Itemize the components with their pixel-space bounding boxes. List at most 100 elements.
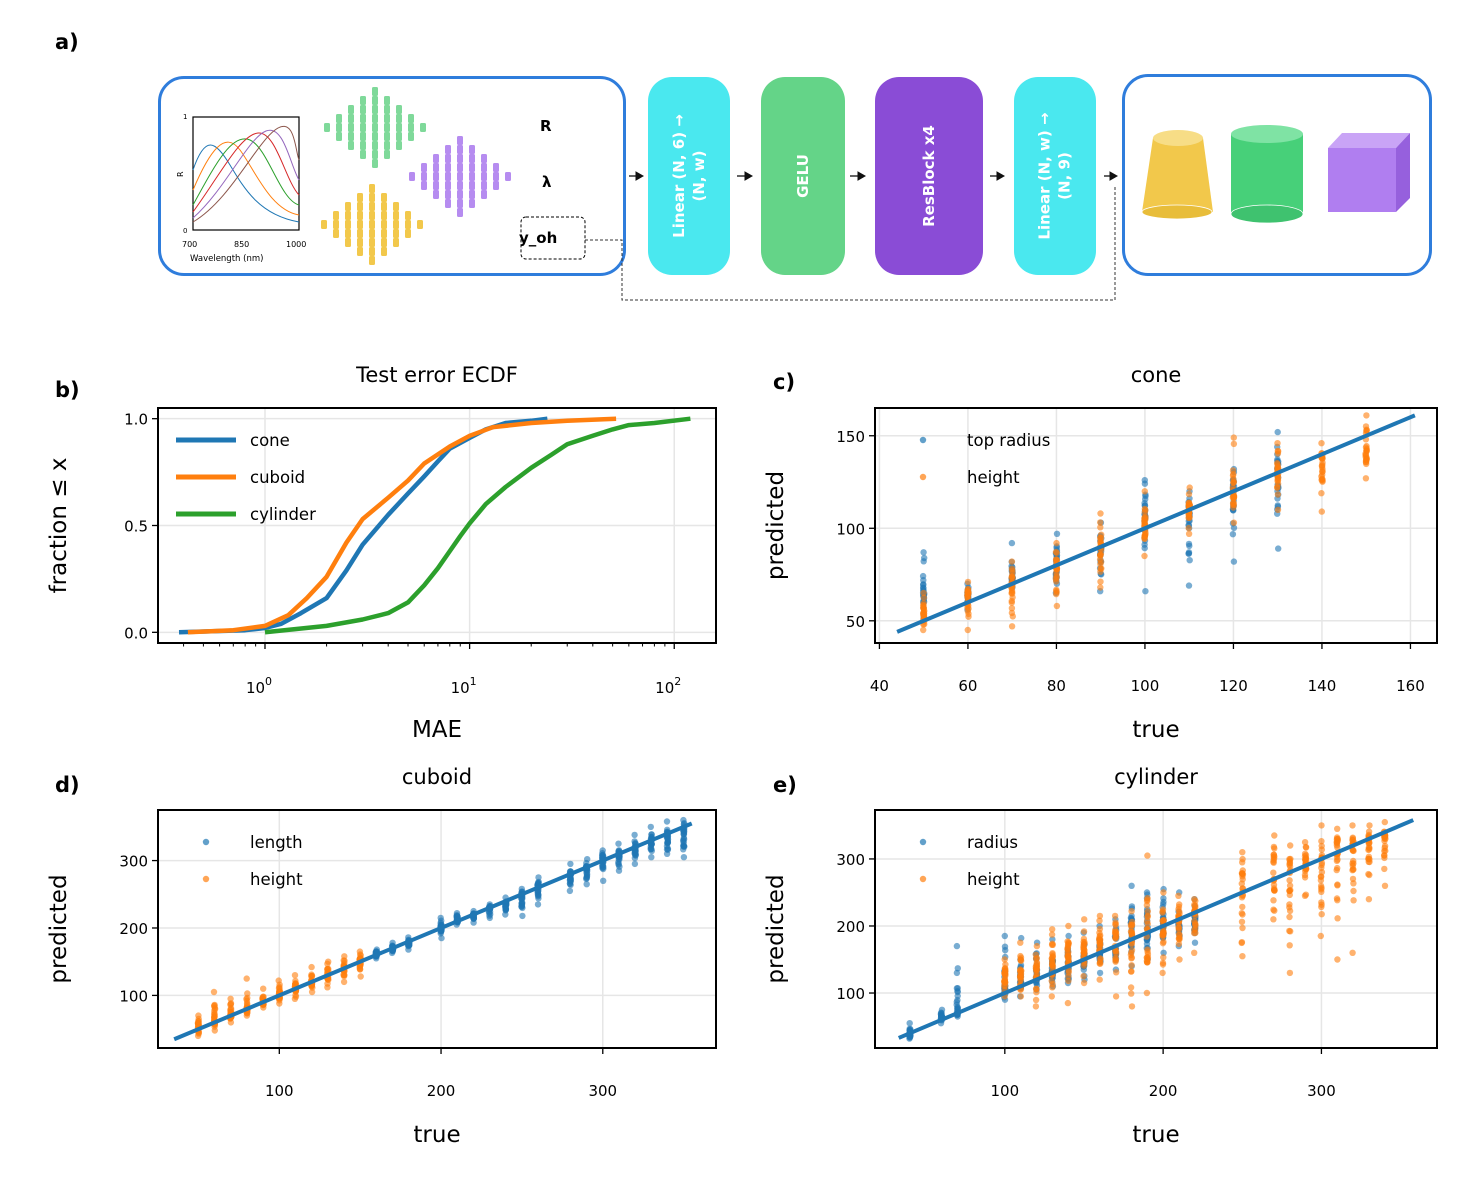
data-point-height	[1286, 901, 1293, 908]
pillar	[469, 181, 475, 190]
data-point-height	[1270, 851, 1278, 858]
x-tick-label: 200	[427, 1082, 456, 1100]
output-frame	[1122, 74, 1432, 276]
data-point-height	[1317, 877, 1325, 884]
data-point-height	[920, 589, 927, 597]
mini-plot-xtick-1000: 1000	[286, 240, 306, 249]
data-point-height	[1144, 956, 1152, 963]
data-point-height	[1349, 835, 1357, 842]
data-point-length	[567, 875, 574, 883]
data-point-height	[1230, 479, 1237, 487]
x-tick-label: 200	[1149, 1082, 1178, 1100]
pillar	[505, 172, 511, 181]
x-tick-label: 100	[1131, 677, 1160, 695]
data-point-height	[1175, 940, 1183, 947]
y-tick-label: 1.0	[124, 411, 148, 429]
data-point-height	[1159, 961, 1167, 968]
plot-area	[897, 818, 1415, 1042]
panel-label-a: a)	[55, 30, 79, 54]
pillar	[357, 202, 363, 211]
legend: top radius height	[919, 431, 1050, 487]
data-point-height	[1185, 530, 1193, 537]
x-axis-label: MAE	[412, 717, 462, 743]
pillar	[433, 181, 439, 190]
data-point-height	[1160, 938, 1167, 946]
data-point-height	[1112, 958, 1119, 965]
legend-swatch-length	[202, 838, 210, 846]
data-point-radius	[954, 988, 961, 996]
pillar	[396, 105, 402, 114]
data-point-height	[1017, 957, 1025, 964]
pillar	[457, 145, 463, 154]
data-point-height	[1053, 602, 1061, 610]
pillar	[393, 238, 399, 247]
data-point-height	[1128, 968, 1135, 975]
identity-line	[897, 818, 1415, 1040]
data-point-length	[632, 852, 639, 859]
data-point-height	[1001, 969, 1008, 976]
pillar	[405, 229, 411, 238]
pillar	[384, 96, 390, 105]
pillar	[421, 181, 427, 190]
data-point-height	[1286, 882, 1294, 889]
data-point-height	[1365, 896, 1373, 903]
data-point-height	[1271, 907, 1278, 914]
data-point-height	[1053, 587, 1060, 595]
data-point-height	[1239, 953, 1246, 960]
data-point-height	[1113, 969, 1120, 976]
pillar	[336, 123, 342, 132]
data-point-top-radius	[1141, 480, 1149, 487]
data-point-height	[1141, 552, 1148, 560]
data-point-height	[1053, 549, 1060, 556]
data-point-height	[1186, 484, 1193, 491]
data-point-height	[1363, 412, 1370, 419]
data-point-height	[1239, 873, 1246, 880]
data-point-height	[1128, 955, 1135, 962]
axes-frame	[874, 407, 1438, 644]
data-point-height	[1230, 494, 1238, 501]
pillar	[381, 247, 387, 256]
pillar	[333, 220, 339, 229]
input-label-lambda: λ	[542, 173, 552, 191]
data-point-height	[1052, 575, 1060, 583]
data-point-height	[1033, 955, 1041, 962]
chart-test-error-ecdf: 100 101 102 0.0 0.5 1.0 Test error ECDF MAE frac…	[46, 363, 717, 743]
pillar	[369, 202, 375, 211]
data-point-height	[1229, 472, 1237, 479]
data-point-height	[1365, 846, 1372, 854]
data-point-height	[1128, 921, 1136, 929]
data-point-height	[1334, 915, 1341, 922]
data-point-height	[1365, 858, 1372, 865]
pillar	[405, 211, 411, 220]
x-tick-label: 60	[958, 677, 977, 695]
y-tick-label: 300	[836, 851, 865, 869]
data-point-height	[1334, 825, 1341, 832]
pillar	[457, 181, 463, 190]
data-point-height	[1081, 950, 1088, 957]
data-point-height	[1318, 440, 1325, 447]
x-tick-label: 100	[990, 1082, 1019, 1100]
data-point-length	[647, 823, 654, 831]
data-point-height	[1175, 931, 1183, 938]
data-point-height	[1319, 476, 1326, 483]
data-point-height	[1349, 949, 1356, 956]
pillar	[493, 172, 499, 181]
x-tick-label: 80	[1047, 677, 1066, 695]
data-point-height	[1112, 993, 1120, 1000]
data-point-height	[1270, 843, 1278, 851]
pillar	[421, 172, 427, 181]
data-point-height	[260, 985, 267, 992]
y-tick-label: 100	[119, 987, 148, 1005]
data-point-length	[438, 934, 445, 942]
data-point-height	[1319, 466, 1326, 473]
pillar	[445, 199, 451, 208]
data-point-height	[1144, 912, 1151, 919]
plot-area	[173, 816, 693, 1042]
data-point-radius	[954, 965, 961, 972]
pillar	[445, 154, 451, 163]
pillar	[369, 238, 375, 247]
data-point-height	[1381, 844, 1388, 851]
mini-plot-ytick-top: 1	[183, 113, 187, 121]
plot-area	[896, 412, 1416, 634]
